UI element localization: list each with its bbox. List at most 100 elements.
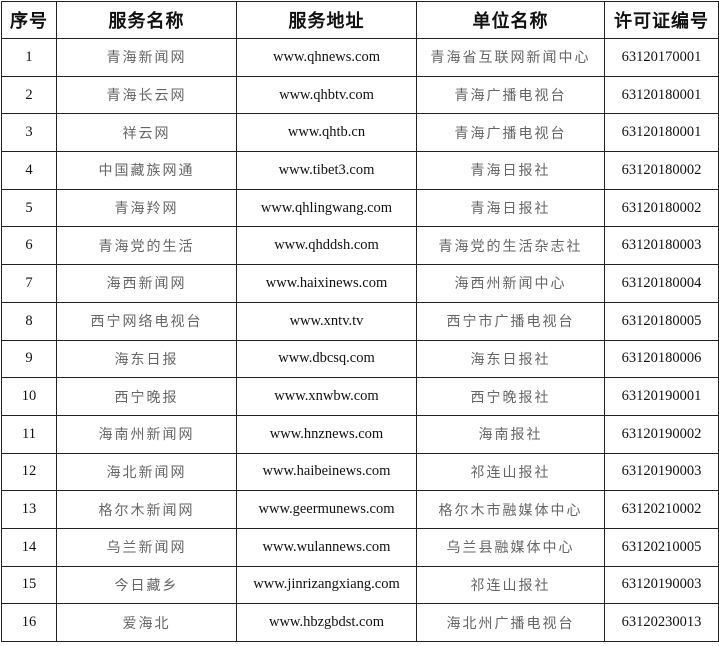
cell-organization: 青海广播电视台 (416, 113, 605, 153)
cell-organization: 海北州广播电视台 (416, 603, 605, 642)
cell-index: 14 (1, 527, 57, 567)
table-row: 13 格尔木新闻网 www.geermunews.com 格尔木市融媒体中心 63120… (1, 490, 719, 529)
cell-service-url: www.haixinews.com (236, 264, 417, 303)
cell-service-url: www.qhtb.cn (236, 113, 417, 153)
cell-organization: 祁连山报社 (416, 452, 605, 492)
table-row: 12 海北新闻网 www.haibeinews.com 祁连山报社 6312019000… (1, 452, 719, 492)
table-row: 5 青海羚网 www.qhlingwang.com 青海日报社 63120180002 (1, 188, 719, 228)
cell-organization: 青海党的生活杂志社 (416, 226, 605, 266)
cell-index: 13 (1, 490, 57, 529)
cell-organization: 西宁晚报社 (416, 377, 605, 416)
cell-service-name: 今日藏乡 (56, 565, 237, 605)
cell-service-name: 格尔木新闻网 (56, 490, 237, 529)
cell-index: 7 (1, 264, 57, 303)
cell-organization: 青海广播电视台 (416, 75, 605, 115)
cell-service-url: www.geermunews.com (236, 490, 417, 529)
cell-service-url: www.hbzgbdst.com (236, 603, 417, 642)
cell-index: 16 (1, 603, 57, 642)
cell-license-number: 63120180005 (604, 301, 719, 341)
col-header-license-number: 许可证编号 (604, 1, 719, 39)
cell-license-number: 63120190003 (604, 565, 719, 605)
cell-service-name: 青海新闻网 (56, 38, 237, 77)
cell-service-name: 青海羚网 (56, 188, 237, 228)
cell-index: 5 (1, 188, 57, 228)
cell-license-number: 63120180001 (604, 75, 719, 115)
cell-license-number: 63120180002 (604, 188, 719, 228)
cell-service-name: 爱海北 (56, 603, 237, 642)
cell-service-name: 海东日报 (56, 339, 237, 379)
table-row: 4 中国藏族网通 www.tibet3.com 青海日报社 63120180002 (1, 151, 719, 190)
cell-license-number: 63120170001 (604, 38, 719, 77)
cell-service-url: www.qhnews.com (236, 38, 417, 77)
cell-service-url: www.qhddsh.com (236, 226, 417, 266)
cell-organization: 祁连山报社 (416, 565, 605, 605)
cell-index: 1 (1, 38, 57, 77)
cell-organization: 海南报社 (416, 414, 605, 454)
table-row: 7 海西新闻网 www.haixinews.com 海西州新闻中心 6312018000… (1, 264, 719, 303)
cell-service-name: 海西新闻网 (56, 264, 237, 303)
col-header-service-url: 服务地址 (236, 1, 417, 39)
cell-license-number: 63120180006 (604, 339, 719, 379)
cell-index: 8 (1, 301, 57, 341)
col-header-index: 序号 (1, 1, 57, 39)
table-row: 6 青海党的生活 www.qhddsh.com 青海党的生活杂志社 6312018000… (1, 226, 719, 266)
cell-service-url: www.xnwbw.com (236, 377, 417, 416)
cell-service-name: 乌兰新闻网 (56, 527, 237, 567)
cell-service-name: 中国藏族网通 (56, 151, 237, 190)
cell-service-name: 海北新闻网 (56, 452, 237, 492)
col-header-service-name: 服务名称 (56, 1, 237, 39)
cell-service-name: 青海党的生活 (56, 226, 237, 266)
cell-license-number: 63120230013 (604, 603, 719, 642)
col-header-organization: 单位名称 (416, 1, 605, 39)
cell-service-url: www.qhbtv.com (236, 75, 417, 115)
cell-organization: 海东日报社 (416, 339, 605, 379)
cell-service-url: www.qhlingwang.com (236, 188, 417, 228)
cell-index: 6 (1, 226, 57, 266)
cell-organization: 海西州新闻中心 (416, 264, 605, 303)
table-row: 2 青海长云网 www.qhbtv.com 青海广播电视台 63120180001 (1, 75, 719, 115)
table-row: 1 青海新闻网 www.qhnews.com 青海省互联网新闻中心 6312017000… (1, 38, 719, 77)
table-row: 15 今日藏乡 www.jinrizangxiang.com 祁连山报社 6312019… (1, 565, 719, 605)
cell-organization: 西宁市广播电视台 (416, 301, 605, 341)
header-row: 序号 服务名称 服务地址 单位名称 许可证编号 (1, 1, 719, 39)
cell-service-url: www.hnznews.com (236, 414, 417, 454)
table-row: 11 海南州新闻网 www.hnznews.com 海南报社 63120190002 (1, 414, 719, 454)
cell-service-url: www.dbcsq.com (236, 339, 417, 379)
cell-service-name: 青海长云网 (56, 75, 237, 115)
cell-index: 4 (1, 151, 57, 190)
cell-license-number: 63120210005 (604, 527, 719, 567)
table-row: 14 乌兰新闻网 www.wulannews.com 乌兰县融媒体中心 63120210… (1, 527, 719, 567)
cell-index: 12 (1, 452, 57, 492)
cell-service-name: 祥云网 (56, 113, 237, 153)
cell-service-url: www.haibeinews.com (236, 452, 417, 492)
cell-index: 15 (1, 565, 57, 605)
cell-service-url: www.wulannews.com (236, 527, 417, 567)
cell-service-name: 海南州新闻网 (56, 414, 237, 454)
cell-organization: 青海日报社 (416, 188, 605, 228)
cell-license-number: 63120180001 (604, 113, 719, 153)
cell-license-number: 63120190002 (604, 414, 719, 454)
cell-index: 10 (1, 377, 57, 416)
cell-license-number: 63120190001 (604, 377, 719, 416)
cell-organization: 青海日报社 (416, 151, 605, 190)
cell-index: 9 (1, 339, 57, 379)
cell-organization: 青海省互联网新闻中心 (416, 38, 605, 77)
cell-organization: 乌兰县融媒体中心 (416, 527, 605, 567)
table-row: 8 西宁网络电视台 www.xntv.tv 西宁市广播电视台 63120180005 (1, 301, 719, 341)
cell-service-url: www.tibet3.com (236, 151, 417, 190)
cell-license-number: 63120180004 (604, 264, 719, 303)
cell-service-name: 西宁网络电视台 (56, 301, 237, 341)
cell-organization: 格尔木市融媒体中心 (416, 490, 605, 529)
cell-service-url: www.xntv.tv (236, 301, 417, 341)
cell-index: 11 (1, 414, 57, 454)
cell-service-url: www.jinrizangxiang.com (236, 565, 417, 605)
cell-index: 3 (1, 113, 57, 153)
cell-license-number: 63120190003 (604, 452, 719, 492)
cell-service-name: 西宁晚报 (56, 377, 237, 416)
cell-license-number: 63120210002 (604, 490, 719, 529)
table-row: 3 祥云网 www.qhtb.cn 青海广播电视台 63120180001 (1, 113, 719, 153)
cell-license-number: 63120180002 (604, 151, 719, 190)
cell-license-number: 63120180003 (604, 226, 719, 266)
table-row: 16 爱海北 www.hbzgbdst.com 海北州广播电视台 63120230013 (1, 603, 719, 642)
